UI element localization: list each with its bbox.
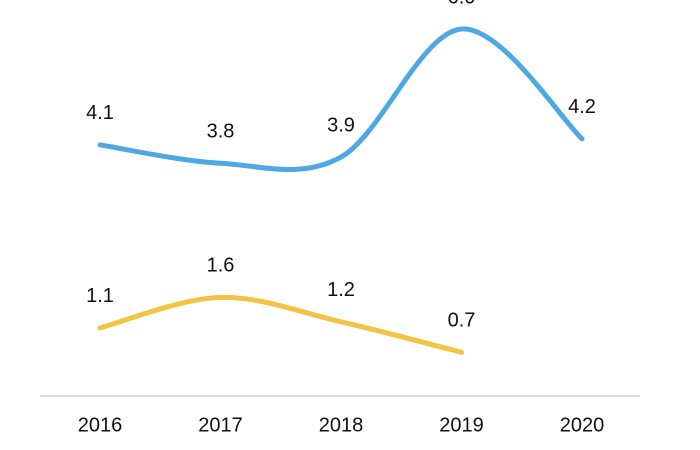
x-tick-label: 2017 (198, 414, 243, 436)
x-tick-label: 2019 (439, 414, 484, 436)
data-label: 0.7 (448, 310, 476, 332)
data-label: 4.2 (568, 96, 596, 118)
data-label: 3.9 (327, 114, 355, 136)
data-label: 4.1 (86, 102, 114, 124)
data-label: 6.0 (448, 0, 476, 8)
data-label: 3.8 (207, 120, 235, 142)
data-label: 1.6 (207, 255, 235, 277)
data-label: 1.2 (327, 279, 355, 301)
series-line (97, 294, 464, 355)
x-tick-label: 2020 (560, 414, 605, 436)
x-tick-label: 2016 (78, 414, 123, 436)
data-label: 1.1 (86, 285, 114, 307)
series-line (97, 26, 585, 173)
x-tick-label: 2018 (319, 414, 364, 436)
